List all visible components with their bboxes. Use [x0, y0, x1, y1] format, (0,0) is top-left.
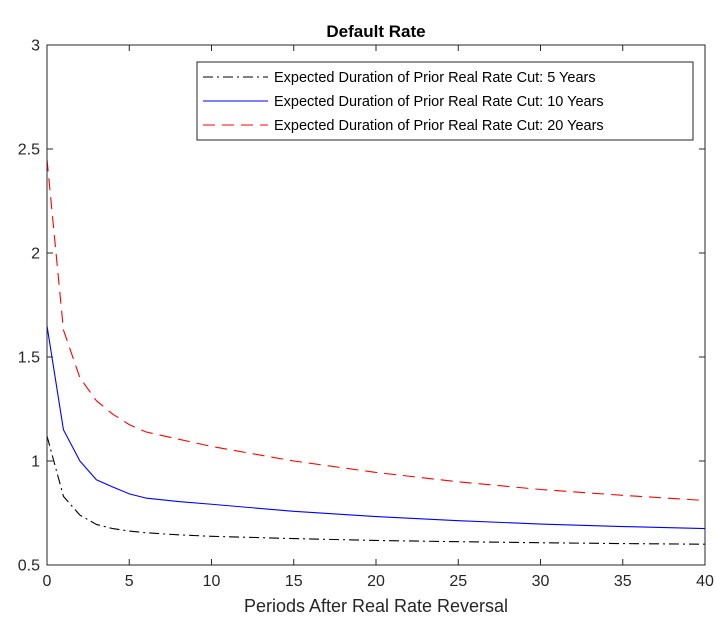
legend-box [196, 61, 694, 141]
series-layer [46, 159, 706, 545]
x-tick-label: 35 [614, 573, 632, 590]
legend-label-1: Expected Duration of Prior Real Rate Cut… [274, 70, 596, 86]
legend-label-3: Expected Duration of Prior Real Rate Cut… [274, 118, 604, 134]
legend: Expected Duration of Prior Real Rate Cut… [196, 61, 694, 141]
x-tick-label: 0 [43, 573, 52, 590]
y-tick-label: 2 [31, 246, 40, 263]
x-tick-label: 30 [532, 573, 550, 590]
x-tick-label: 10 [203, 573, 221, 590]
x-axis-title: Periods After Real Rate Reversal [244, 596, 508, 616]
y-tick-label: 1.5 [18, 350, 40, 367]
series-line-1 [46, 435, 706, 545]
y-tick-label: 2.5 [18, 142, 40, 159]
x-tick-label: 15 [285, 573, 303, 590]
x-tick-label: 40 [696, 573, 714, 590]
legend-label-2: Expected Duration of Prior Real Rate Cut… [274, 94, 604, 110]
series-line-3 [46, 159, 706, 502]
x-tick-label: 20 [367, 573, 385, 590]
ticks-layer: 0 5 10 15 20 25 30 35 40 0.5 1 1.5 2 2.5 3 [18, 38, 714, 591]
x-tick-label: 5 [125, 573, 134, 590]
chart-title: Default Rate [326, 22, 425, 41]
series-line-2 [46, 325, 706, 530]
y-tick-label: 0.5 [18, 558, 40, 575]
y-tick-label: 3 [31, 38, 40, 55]
x-tick-label: 25 [449, 573, 467, 590]
y-tick-label: 1 [31, 454, 40, 471]
